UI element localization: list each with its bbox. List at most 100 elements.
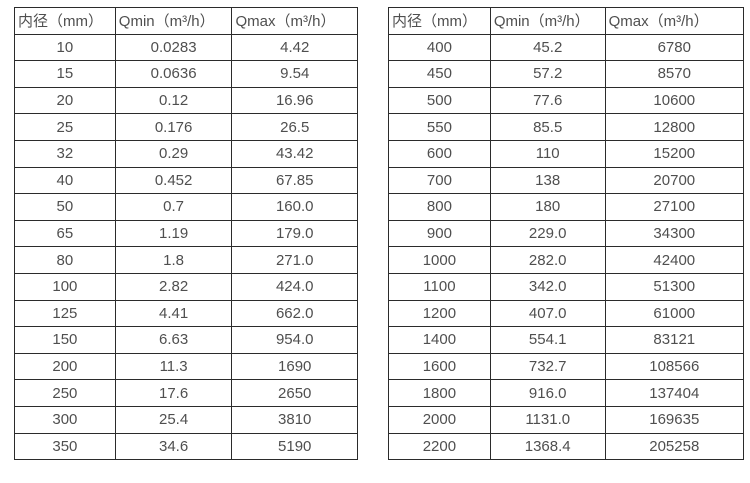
table-cell: 0.12 bbox=[114, 86, 233, 115]
table-body: 400 45.2 6780 450 57.2 8570 500 77.6 10600 550 85.… bbox=[388, 33, 745, 461]
table-row: 450 57.2 8570 bbox=[388, 60, 745, 88]
table-row: 700 138 20700 bbox=[388, 166, 745, 195]
table-row: 1400 554.1 83121 bbox=[388, 326, 745, 354]
table-cell: 4.42 bbox=[231, 33, 359, 62]
table-cell: 400 bbox=[388, 33, 491, 62]
table-row: 1200 407.0 61000 bbox=[388, 299, 745, 328]
table-row: 20 0.12 16.96 bbox=[14, 86, 359, 115]
table-cell: 662.0 bbox=[231, 299, 359, 328]
table-cell: 900 bbox=[388, 219, 491, 248]
table-cell: 20 bbox=[14, 86, 116, 115]
table-cell: 85.5 bbox=[489, 113, 606, 141]
table-cell: 200 bbox=[14, 352, 116, 381]
table-cell: 125 bbox=[14, 299, 116, 328]
table-cell: 0.452 bbox=[114, 166, 233, 195]
table-row: 600 110 15200 bbox=[388, 139, 745, 168]
table-cell: 550 bbox=[388, 113, 491, 141]
table-cell: 83121 bbox=[604, 326, 745, 354]
table-cell: 732.7 bbox=[489, 352, 606, 381]
table-row: 350 34.6 5190 bbox=[14, 432, 359, 461]
table-cell: 34300 bbox=[604, 219, 745, 248]
table-cell: 10600 bbox=[604, 86, 745, 115]
table-row: 80 1.8 271.0 bbox=[14, 246, 359, 274]
table-cell: 954.0 bbox=[231, 326, 359, 354]
table-row: 40 0.452 67.85 bbox=[14, 166, 359, 195]
table-row: 550 85.5 12800 bbox=[388, 113, 745, 141]
table-cell: 2.82 bbox=[114, 272, 233, 301]
table-row: 1600 732.7 108566 bbox=[388, 352, 745, 381]
table-cell: 150 bbox=[14, 326, 116, 354]
table-cell: 1690 bbox=[231, 352, 359, 381]
table-row: 2200 1368.4 205258 bbox=[388, 432, 745, 461]
table-cell: 3810 bbox=[231, 405, 359, 434]
table-cell: 25 bbox=[14, 113, 116, 141]
header-cell: 内径（mm） bbox=[14, 7, 116, 35]
table-cell: 160.0 bbox=[231, 193, 359, 221]
table-row: 2000 1131.0 169635 bbox=[388, 405, 745, 434]
table-cell: 50 bbox=[14, 193, 116, 221]
table-row: 1100 342.0 51300 bbox=[388, 272, 745, 301]
table-cell: 1200 bbox=[388, 299, 491, 328]
table-cell: 11.3 bbox=[114, 352, 233, 381]
table-cell: 6780 bbox=[604, 33, 745, 62]
table-cell: 180 bbox=[489, 193, 606, 221]
table-cell: 4.41 bbox=[114, 299, 233, 328]
table-row: 50 0.7 160.0 bbox=[14, 193, 359, 221]
table-cell: 6.63 bbox=[114, 326, 233, 354]
table-cell: 12800 bbox=[604, 113, 745, 141]
table-cell: 16.96 bbox=[231, 86, 359, 115]
table-cell: 282.0 bbox=[489, 246, 606, 274]
table-row: 200 11.3 1690 bbox=[14, 352, 359, 381]
table-cell: 450 bbox=[388, 60, 491, 88]
table-row: 1800 916.0 137404 bbox=[388, 379, 745, 407]
table-cell: 27100 bbox=[604, 193, 745, 221]
table-cell: 205258 bbox=[604, 432, 745, 461]
table-row: 10 0.0283 4.42 bbox=[14, 33, 359, 62]
table-cell: 138 bbox=[489, 166, 606, 195]
table-cell: 137404 bbox=[604, 379, 745, 407]
table-cell: 43.42 bbox=[231, 139, 359, 168]
table-cell: 34.6 bbox=[114, 432, 233, 461]
table-row: 150 6.63 954.0 bbox=[14, 326, 359, 354]
table-header-row: 内径（mm） Qmin（m³/h） Qmax（m³/h） bbox=[388, 7, 745, 35]
table-row: 500 77.6 10600 bbox=[388, 86, 745, 115]
flow-spec-table-small-diameters: 内径（mm） Qmin（m³/h） Qmax（m³/h） 10 0.0283 4.42 1… bbox=[14, 7, 359, 461]
table-cell: 2650 bbox=[231, 379, 359, 407]
table-cell: 229.0 bbox=[489, 219, 606, 248]
table-cell: 0.29 bbox=[114, 139, 233, 168]
table-cell: 1100 bbox=[388, 272, 491, 301]
table-cell: 916.0 bbox=[489, 379, 606, 407]
table-cell: 77.6 bbox=[489, 86, 606, 115]
table-cell: 17.6 bbox=[114, 379, 233, 407]
table-row: 100 2.82 424.0 bbox=[14, 272, 359, 301]
table-cell: 15200 bbox=[604, 139, 745, 168]
table-cell: 100 bbox=[14, 272, 116, 301]
tables-container: 内径（mm） Qmin（m³/h） Qmax（m³/h） 10 0.0283 4.42 1… bbox=[14, 7, 745, 461]
table-cell: 250 bbox=[14, 379, 116, 407]
table-row: 900 229.0 34300 bbox=[388, 219, 745, 248]
table-cell: 8570 bbox=[604, 60, 745, 88]
header-cell: Qmax（m³/h） bbox=[604, 7, 745, 35]
table-cell: 0.0636 bbox=[114, 60, 233, 88]
table-header-row: 内径（mm） Qmin（m³/h） Qmax（m³/h） bbox=[14, 7, 359, 35]
table-row: 800 180 27100 bbox=[388, 193, 745, 221]
table-cell: 108566 bbox=[604, 352, 745, 381]
table-cell: 271.0 bbox=[231, 246, 359, 274]
table-cell: 25.4 bbox=[114, 405, 233, 434]
table-row: 32 0.29 43.42 bbox=[14, 139, 359, 168]
table-cell: 342.0 bbox=[489, 272, 606, 301]
table-cell: 10 bbox=[14, 33, 116, 62]
table-cell: 300 bbox=[14, 405, 116, 434]
table-cell: 1131.0 bbox=[489, 405, 606, 434]
table-header-row: 内径（mm） Qmin（m³/h） Qmax（m³/h） bbox=[388, 7, 745, 35]
table-cell: 80 bbox=[14, 246, 116, 274]
table-cell: 0.7 bbox=[114, 193, 233, 221]
header-cell: Qmax（m³/h） bbox=[231, 7, 359, 35]
table-row: 400 45.2 6780 bbox=[388, 33, 745, 62]
table-cell: 26.5 bbox=[231, 113, 359, 141]
table-cell: 1.19 bbox=[114, 219, 233, 248]
table-cell: 800 bbox=[388, 193, 491, 221]
table-cell: 1800 bbox=[388, 379, 491, 407]
table-cell: 1368.4 bbox=[489, 432, 606, 461]
